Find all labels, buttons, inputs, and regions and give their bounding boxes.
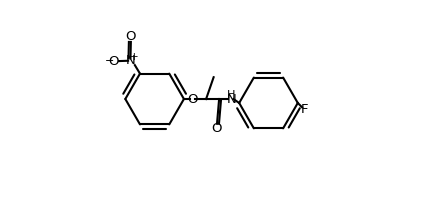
Text: O: O	[187, 92, 197, 106]
Text: N: N	[125, 54, 135, 67]
Text: H: H	[227, 90, 236, 100]
Text: O: O	[212, 122, 222, 135]
Text: +: +	[130, 52, 138, 62]
Text: −: −	[105, 56, 114, 66]
Text: N: N	[227, 92, 237, 106]
Text: O: O	[108, 55, 119, 68]
Text: F: F	[301, 103, 309, 116]
Text: O: O	[125, 30, 136, 43]
